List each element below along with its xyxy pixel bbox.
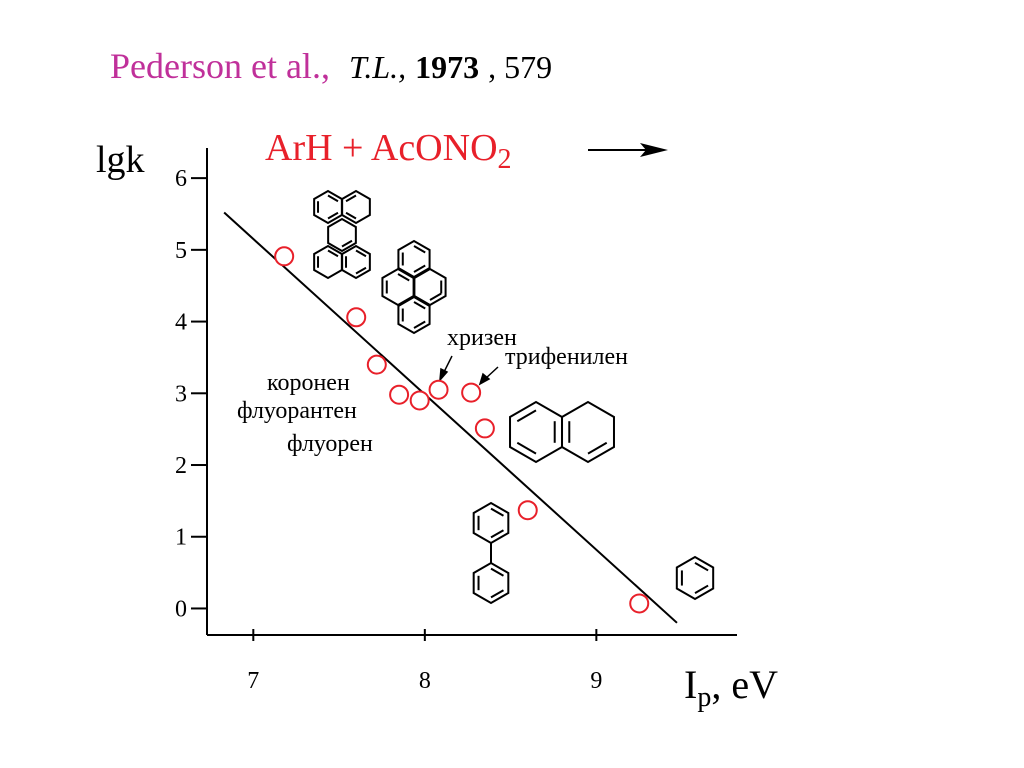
ring [397,295,431,335]
annotation: хризен [447,325,517,351]
reaction-arrow [588,143,668,157]
data-point [474,418,495,439]
data-point [428,379,449,400]
x-label-unit: , eV [711,662,778,707]
pointer-head [439,367,449,383]
x-axis-label: Ip, eV [684,662,778,713]
double-bond [345,211,357,220]
chart-title: Pederson et al., T.L., 1973 , 579 [110,46,552,86]
annotation: трифенилен [505,344,628,370]
double-bond [694,562,709,572]
double-bond [587,441,608,455]
data-point [461,382,482,403]
data-point [389,384,410,405]
data-point [517,500,538,521]
ring [397,239,431,279]
y-tick-label: 1 [175,525,187,551]
arrow-head [640,143,668,157]
y-tick-label: 2 [175,453,187,479]
title-year: 1973 [415,49,479,85]
double-bond [397,273,410,282]
x-tick-label: 8 [419,668,431,694]
double-bond [490,567,504,577]
y-axis-label: lgk [96,139,145,181]
reaction-text: ArH + AcONO [265,127,498,169]
x-tick-label: 9 [590,668,602,694]
x-label-subscript: p [697,682,711,713]
title-journal: T.L., [349,49,406,85]
double-bond [327,211,339,220]
data-point [409,390,430,411]
data-point [366,354,387,375]
ring [675,555,715,601]
annotation: флуорантен [237,398,357,424]
double-bond [490,507,504,517]
double-bond [516,441,537,455]
double-bond [327,249,339,258]
double-bond [413,320,426,329]
double-bond [694,584,709,594]
annotations: хризен трифенилен коронен флуорантен флу… [237,325,628,457]
double-bond [413,245,426,254]
reaction: ArH + AcONO2 [265,127,512,175]
double-bond [341,239,353,248]
y-tick-label: 4 [175,310,187,336]
double-bond [490,529,504,539]
double-bond [355,266,367,275]
double-bond [516,409,537,423]
fit-line [223,211,678,624]
data-point [346,307,367,328]
title-pages: , 579 [488,49,552,85]
reaction-subscript: 2 [498,144,512,175]
data-point [274,246,295,267]
double-bond [345,194,357,203]
double-bond [490,589,504,599]
y-tick-label: 6 [175,166,187,192]
annotation-arrows [439,355,499,386]
ring [561,400,615,464]
double-bond [413,301,426,310]
title-authors: Pederson et al., [110,46,330,86]
double-bond [413,264,426,273]
double-bond [429,292,442,301]
x-label-text: I [684,662,697,707]
ring [413,267,447,307]
ring [341,189,371,225]
y-tick-label: 5 [175,238,187,264]
molecule-structures [313,189,715,605]
x-tick-label: 7 [247,668,259,694]
ring [472,561,510,605]
ring [327,217,357,253]
annotation: коронен [267,370,350,396]
data-point [629,593,650,614]
ring [341,244,371,280]
pointer-head [478,372,491,386]
y-tick-label: 0 [175,596,187,622]
double-bond [327,194,339,203]
double-bond [355,249,367,258]
annotation: флуорен [287,431,373,457]
y-tick-label: 3 [175,381,187,407]
